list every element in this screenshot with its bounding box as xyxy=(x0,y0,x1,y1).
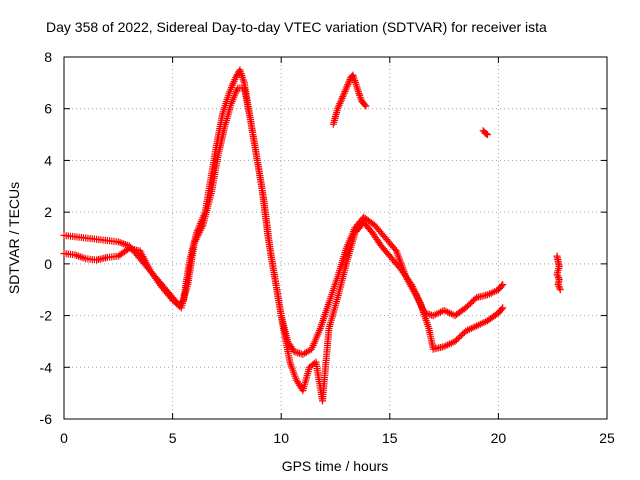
data-point xyxy=(334,105,342,113)
x-tick-label: 5 xyxy=(169,430,177,446)
data-point xyxy=(555,282,563,290)
data-point xyxy=(334,103,342,111)
axis-ticks: 0 5 10 15 20 25 -6 -4 -2 0 2 4 6 8 xyxy=(40,49,615,446)
data-point xyxy=(362,102,370,110)
y-tick-label: 2 xyxy=(44,204,52,220)
data-point xyxy=(499,304,507,312)
data-point xyxy=(468,298,476,306)
series-segment-23h xyxy=(553,252,564,294)
data-point xyxy=(391,245,399,253)
data-point xyxy=(340,91,347,99)
x-tick-label: 0 xyxy=(60,430,68,446)
series-segment-19h xyxy=(479,127,491,139)
data-point xyxy=(339,93,347,101)
data-point xyxy=(453,336,460,344)
data-point xyxy=(554,272,562,280)
data-point xyxy=(556,286,564,294)
data-point xyxy=(343,82,351,90)
y-tick-label: 6 xyxy=(44,101,52,117)
data-point xyxy=(344,81,352,89)
data-point xyxy=(232,74,240,82)
data-markers xyxy=(60,66,564,405)
x-axis-title: GPS time / hours xyxy=(282,458,389,474)
series-track-a xyxy=(60,66,507,358)
y-tick-label: -4 xyxy=(40,359,53,375)
y-tick-label: -2 xyxy=(40,308,53,324)
data-point xyxy=(454,335,462,342)
data-point xyxy=(484,131,491,139)
x-tick-label: 15 xyxy=(382,430,398,446)
data-point xyxy=(465,301,473,309)
y-axis-title: SDTVAR / TECUs xyxy=(6,182,22,294)
data-point xyxy=(361,101,369,109)
data-point xyxy=(556,284,564,292)
y-tick-label: -6 xyxy=(40,411,53,427)
x-tick-label: 20 xyxy=(491,430,507,446)
data-point xyxy=(341,88,349,95)
data-point xyxy=(337,98,345,106)
data-point xyxy=(406,279,414,287)
y-tick-label: 8 xyxy=(44,49,52,65)
data-point xyxy=(467,299,474,307)
data-point xyxy=(498,282,506,290)
data-point xyxy=(456,333,464,341)
x-tick-label: 10 xyxy=(273,430,289,446)
data-point xyxy=(499,281,507,288)
data-point xyxy=(336,100,344,107)
data-point xyxy=(498,305,506,313)
data-point xyxy=(340,89,348,97)
data-point xyxy=(553,270,561,278)
y-tick-label: 0 xyxy=(44,256,52,272)
grid-lines xyxy=(64,57,607,419)
chart-title: Day 358 of 2022, Sidereal Day-to-day VTE… xyxy=(46,19,547,35)
x-tick-label: 25 xyxy=(599,430,615,446)
y-tick-label: 4 xyxy=(44,152,52,168)
data-point xyxy=(483,130,490,138)
data-point xyxy=(337,96,345,104)
data-point xyxy=(342,84,350,92)
series-segment-peak-13h xyxy=(329,71,370,128)
series-track-b xyxy=(60,84,507,405)
